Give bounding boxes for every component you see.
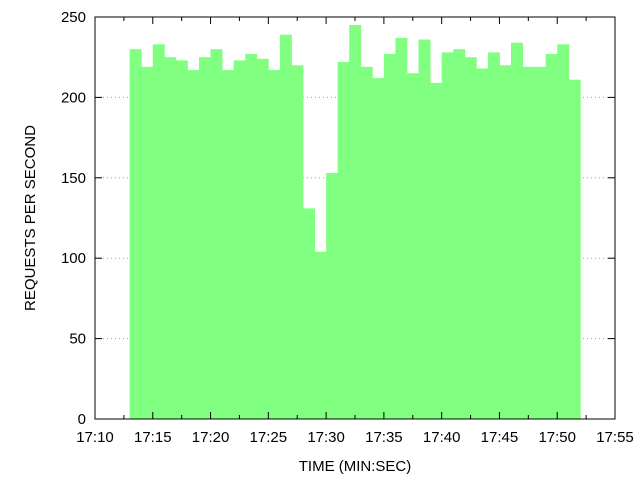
bar — [326, 172, 339, 419]
bar — [476, 68, 489, 420]
bar — [349, 25, 362, 419]
y-tick-label: 150 — [61, 170, 86, 187]
bar — [464, 57, 477, 419]
bar — [129, 49, 142, 419]
bar — [222, 70, 235, 420]
bar — [233, 60, 246, 419]
y-tick-label: 100 — [61, 250, 86, 267]
y-tick-label: 0 — [78, 411, 86, 428]
bars — [129, 25, 581, 420]
x-tick-label: 17:55 — [596, 429, 634, 446]
bar — [199, 57, 211, 419]
bar — [499, 65, 512, 420]
x-tick-label: 17:10 — [76, 429, 114, 446]
bar — [337, 62, 350, 420]
bar — [418, 39, 431, 420]
y-tick-label: 50 — [69, 331, 86, 348]
bar — [256, 58, 269, 420]
bar — [487, 52, 500, 419]
bar — [441, 52, 454, 419]
x-tick-label: 17:40 — [423, 429, 461, 446]
bar — [522, 66, 535, 420]
bar — [407, 73, 419, 419]
bar — [303, 208, 315, 419]
axis-ticks — [94, 16, 616, 420]
x-tick-label: 17:20 — [192, 429, 230, 446]
bar — [152, 44, 165, 419]
bar — [175, 60, 188, 419]
x-tick-label: 17:35 — [365, 429, 403, 446]
bar — [360, 66, 373, 420]
bar — [268, 70, 281, 420]
bar — [291, 65, 304, 420]
tick-labels: 0 50 100 150 200 250 17:10 17:15 17:20 17:25 17:30… — [61, 9, 634, 446]
bar — [164, 57, 177, 419]
y-tick-label: 200 — [61, 89, 86, 106]
bar — [141, 66, 154, 420]
bar — [245, 53, 258, 419]
bar — [511, 42, 523, 420]
x-tick-label: 17:50 — [538, 429, 576, 446]
x-tick-label: 17:45 — [481, 429, 519, 446]
y-tick-label: 250 — [61, 9, 86, 26]
bar — [210, 49, 223, 419]
bar — [372, 78, 385, 419]
bar — [395, 37, 408, 420]
x-tick-label: 17:30 — [307, 429, 345, 446]
bar — [187, 70, 200, 420]
bar — [314, 251, 327, 419]
bar — [430, 82, 443, 419]
y-axis-label: REQUESTS PER SECOND — [22, 125, 39, 311]
bar — [545, 53, 558, 419]
bar — [383, 53, 396, 419]
x-tick-label: 17:25 — [250, 429, 288, 446]
bar — [557, 44, 570, 419]
bar — [453, 49, 466, 419]
x-tick-label: 17:15 — [134, 429, 172, 446]
bar — [534, 66, 547, 420]
x-axis-label: TIME (MIN:SEC) — [299, 458, 412, 475]
bar — [568, 79, 581, 419]
bar — [279, 34, 292, 420]
